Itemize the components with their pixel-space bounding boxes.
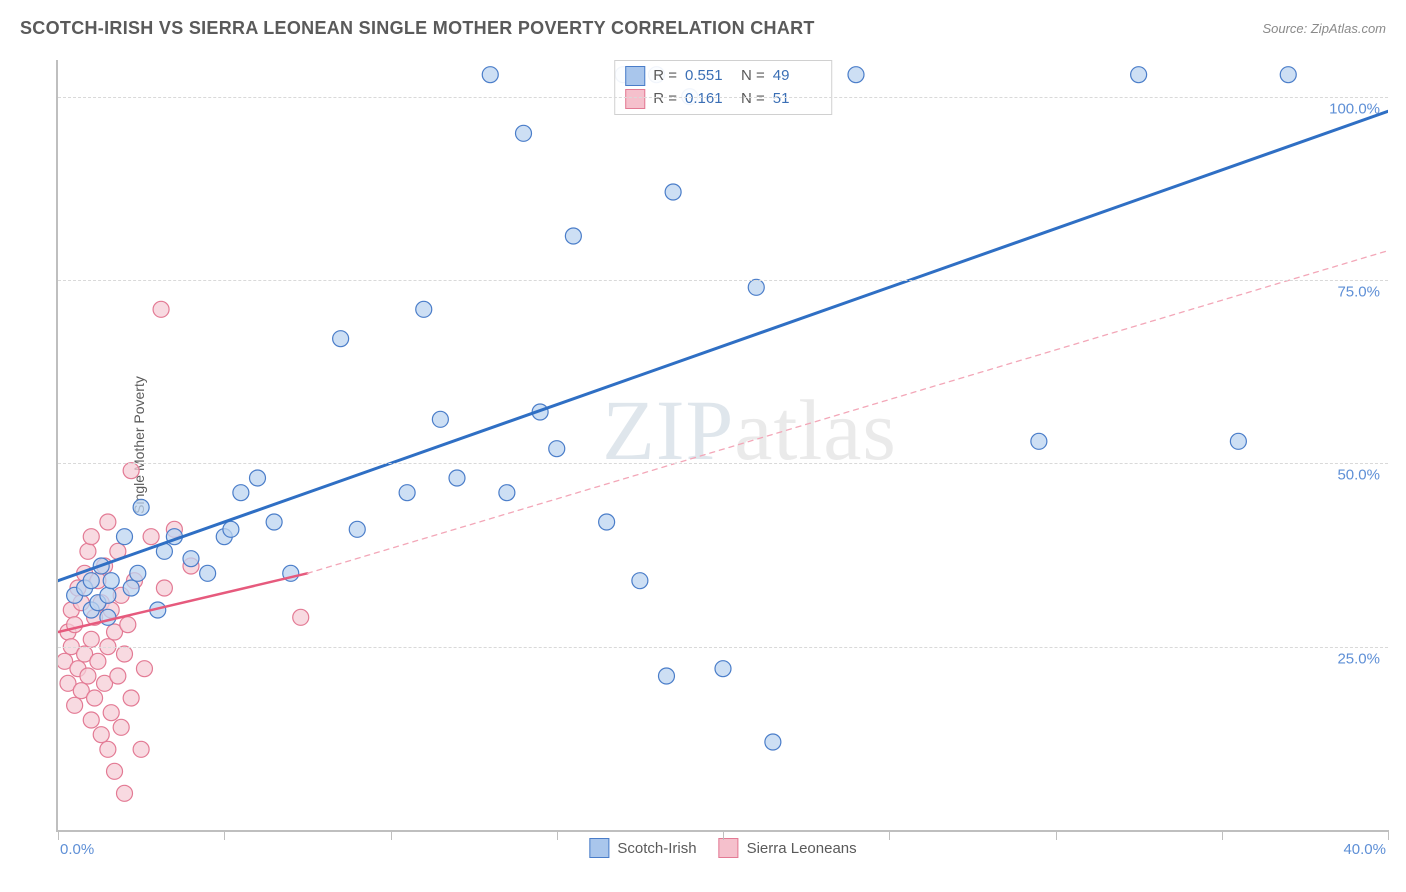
x-tick [889,830,890,840]
stats-row-pink: R = 0.161 N = 51 [625,88,821,111]
stats-legend: R = 0.551 N = 49 R = 0.161 N = 51 [614,60,832,115]
x-axis-min-label: 0.0% [60,841,94,858]
chart-svg [58,60,1388,830]
swatch-blue-icon [589,838,609,858]
y-grid-label: 75.0% [1337,284,1380,301]
x-tick [391,830,392,840]
x-tick [1056,830,1057,840]
x-axis-max-label: 40.0% [1343,841,1386,858]
x-tick [723,830,724,840]
x-tick [58,830,59,840]
swatch-blue-icon [625,66,645,86]
x-tick [557,830,558,840]
swatch-pink-icon [625,89,645,109]
y-grid-label: 50.0% [1337,467,1380,484]
chart-title: SCOTCH-IRISH VS SIERRA LEONEAN SINGLE MO… [20,18,815,39]
chart-source: Source: ZipAtlas.com [1262,21,1386,36]
watermark: ZIPatlas [602,380,897,480]
series-legend: Scotch-Irish Sierra Leoneans [589,838,856,858]
gridline [58,97,1388,98]
legend-item-blue: Scotch-Irish [589,838,696,858]
legend-item-pink: Sierra Leoneans [719,838,857,858]
x-tick [224,830,225,840]
swatch-pink-icon [719,838,739,858]
y-grid-label: 100.0% [1329,100,1380,117]
gridline [58,647,1388,648]
plot-area: Single Mother Poverty ZIPatlas R = 0.551… [56,60,1388,832]
y-axis-label: Single Mother Poverty [131,376,147,514]
x-tick [1222,830,1223,840]
x-tick [1388,830,1389,840]
y-grid-label: 25.0% [1337,650,1380,667]
stats-row-blue: R = 0.551 N = 49 [625,65,821,88]
gridline [58,280,1388,281]
gridline [58,463,1388,464]
